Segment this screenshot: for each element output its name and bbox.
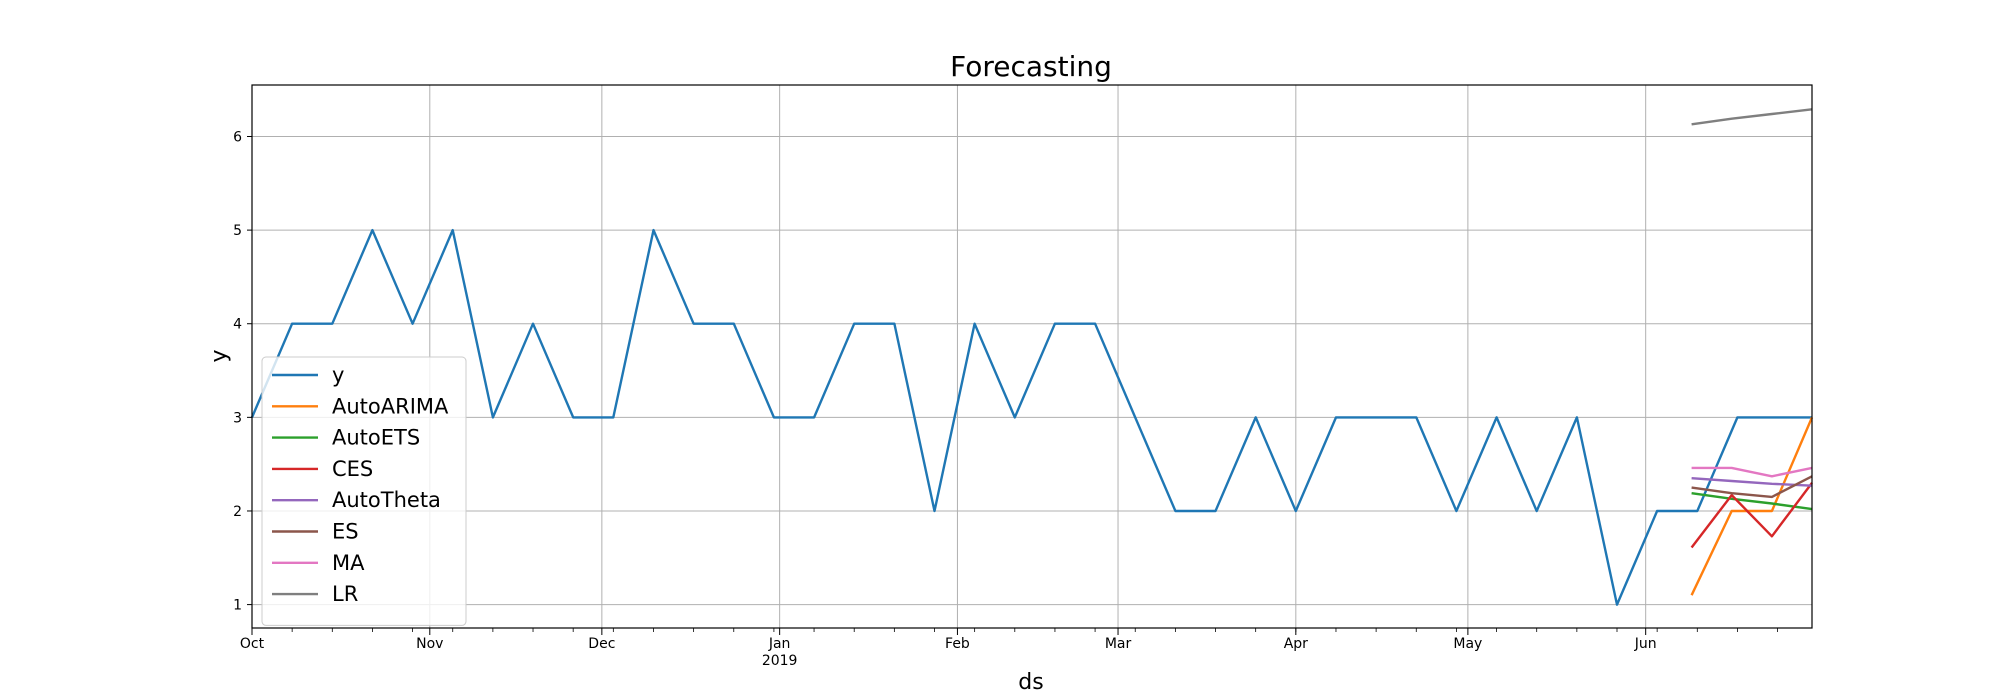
plot-frame xyxy=(251,84,1813,629)
series-layer xyxy=(250,108,1814,606)
series-line-autoets xyxy=(1691,492,1813,511)
x-axis-label: ds xyxy=(1018,670,1043,695)
legend-label: MA xyxy=(332,551,365,575)
legend-box xyxy=(261,356,467,626)
series-line-ma xyxy=(1691,466,1813,478)
x-tick-label: Oct xyxy=(240,636,265,652)
legend-label: AutoARIMA xyxy=(332,394,449,418)
series-line-autoarima xyxy=(1690,416,1814,596)
legend-label: CES xyxy=(332,457,373,481)
legend-label: AutoTheta xyxy=(332,488,441,512)
x-tick-label: Dec xyxy=(588,636,615,652)
x-tick-sublabel: 2019 xyxy=(762,653,798,669)
legend-label: ES xyxy=(332,520,359,544)
series-line-y xyxy=(250,228,1812,606)
series-line-lr xyxy=(1691,108,1813,126)
legend-label: LR xyxy=(332,582,358,606)
y-tick-label: 5 xyxy=(233,223,242,239)
y-tick-label: 2 xyxy=(233,504,242,520)
y-axis-label: y xyxy=(207,349,232,362)
y-tick-label: 3 xyxy=(233,410,242,426)
x-tick-label: Jan xyxy=(768,636,791,652)
legend: y AutoARIMA AutoETS CES AutoTheta ES MA LR xyxy=(261,356,467,626)
chart-title: Forecasting xyxy=(950,50,1112,83)
series-line-ces xyxy=(1690,482,1813,549)
legend-label: AutoETS xyxy=(332,426,420,450)
x-tick-label: Apr xyxy=(1284,636,1308,652)
grid-layer xyxy=(251,85,1812,628)
y-tick-label: 6 xyxy=(233,129,242,145)
x-tick-label: Feb xyxy=(945,636,970,652)
x-tick-label: Jun xyxy=(1634,636,1657,652)
x-tick-label: Nov xyxy=(416,636,443,652)
x-tick-label: May xyxy=(1453,636,1482,652)
legend-label: y xyxy=(332,363,344,387)
x-tick-label: Mar xyxy=(1105,636,1132,652)
y-tick-label: 4 xyxy=(233,317,242,333)
series-line-es xyxy=(1691,475,1813,499)
y-tick-label: 1 xyxy=(233,598,242,614)
series-line-autotheta xyxy=(1691,477,1813,487)
